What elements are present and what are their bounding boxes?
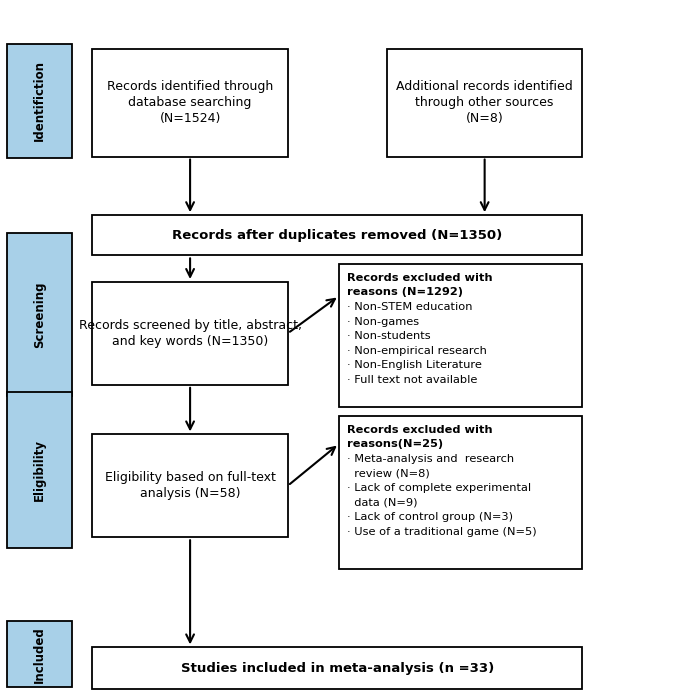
Bar xyxy=(387,49,582,157)
Text: Records excluded with: Records excluded with xyxy=(347,273,493,283)
Bar xyxy=(92,282,288,385)
Bar xyxy=(339,416,582,569)
Text: Records screened by title, abstract,: Records screened by title, abstract, xyxy=(79,319,301,332)
Text: · Non-students: · Non-students xyxy=(347,331,431,341)
Text: Screening: Screening xyxy=(33,281,46,348)
Text: Studies included in meta-analysis (n =33): Studies included in meta-analysis (n =33… xyxy=(181,662,494,674)
Text: and key words (N=1350): and key words (N=1350) xyxy=(112,335,269,348)
Text: Identifiction: Identifiction xyxy=(33,61,46,141)
Text: Eligibility: Eligibility xyxy=(33,438,46,501)
Text: · Use of a traditional game (N=5): · Use of a traditional game (N=5) xyxy=(347,527,537,537)
Text: Eligibility based on full-text: Eligibility based on full-text xyxy=(105,471,275,484)
Text: database searching: database searching xyxy=(128,96,252,109)
Text: Records identified through: Records identified through xyxy=(107,80,273,93)
Bar xyxy=(7,391,72,548)
Text: reasons(N=25): reasons(N=25) xyxy=(347,439,443,449)
Bar xyxy=(7,621,72,688)
Text: · Meta-analysis and  research: · Meta-analysis and research xyxy=(347,454,514,464)
Text: Additional records identified: Additional records identified xyxy=(396,80,573,93)
Text: Records after duplicates removed (N=1350): Records after duplicates removed (N=1350… xyxy=(172,229,503,242)
Text: (N=8): (N=8) xyxy=(466,112,503,125)
Bar xyxy=(7,43,72,159)
Bar xyxy=(92,49,288,157)
Text: · Non-English Literature: · Non-English Literature xyxy=(347,361,482,370)
Text: (N=1524): (N=1524) xyxy=(160,112,221,125)
Text: through other sources: through other sources xyxy=(415,96,554,109)
Text: · Full text not available: · Full text not available xyxy=(347,375,477,385)
Bar xyxy=(339,264,582,407)
Bar xyxy=(92,215,582,255)
Bar xyxy=(92,434,288,537)
Text: data (N=9): data (N=9) xyxy=(347,498,418,507)
Text: · Lack of control group (N=3): · Lack of control group (N=3) xyxy=(347,512,513,522)
Bar xyxy=(92,647,582,689)
Text: review (N=8): review (N=8) xyxy=(347,468,430,478)
Text: analysis (N=58): analysis (N=58) xyxy=(140,487,240,500)
Text: · Non-empirical research: · Non-empirical research xyxy=(347,346,487,356)
Text: · Non-games: · Non-games xyxy=(347,317,419,326)
Text: reasons (N=1292): reasons (N=1292) xyxy=(347,287,463,297)
Text: Included: Included xyxy=(33,626,46,683)
Text: Records excluded with: Records excluded with xyxy=(347,425,493,434)
Bar xyxy=(7,232,72,396)
Text: · Non-STEM education: · Non-STEM education xyxy=(347,302,473,312)
Text: · Lack of complete experimental: · Lack of complete experimental xyxy=(347,483,532,493)
